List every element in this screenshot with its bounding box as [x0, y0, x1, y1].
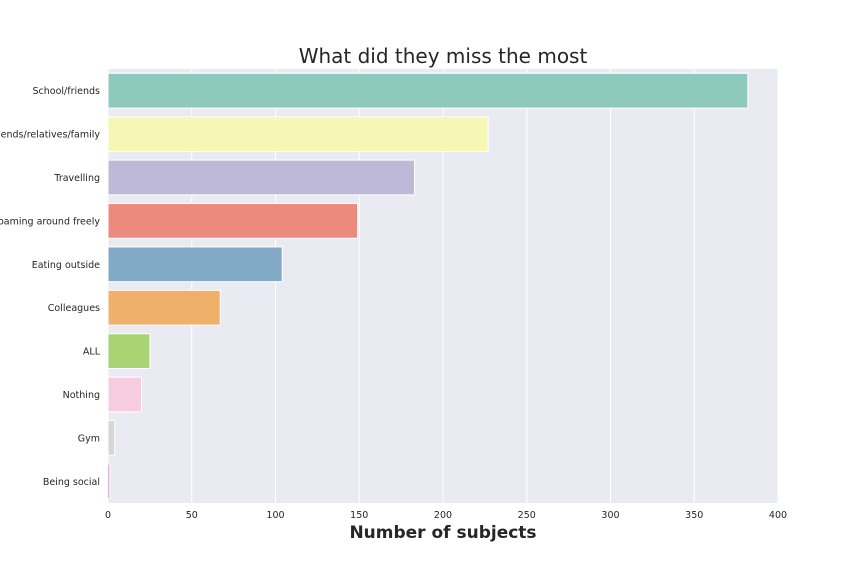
x-tick-label: 400 [769, 510, 787, 521]
x-axis-label: Number of subjects [349, 523, 536, 543]
y-tick-label: Colleagues [48, 303, 100, 314]
x-tick-label: 100 [266, 510, 284, 521]
bar-being-social [107, 463, 111, 500]
bar-school-friends [107, 72, 749, 109]
bar-travelling [107, 159, 416, 196]
x-tick-label: 300 [601, 510, 619, 521]
bar-gym [107, 420, 116, 456]
y-tick-label: Travelling [53, 173, 100, 184]
x-tick-label: 50 [186, 510, 198, 521]
bar-eating-outside [107, 246, 283, 283]
x-tick-label: 150 [350, 510, 368, 521]
y-tick-label: Roaming around freely [0, 216, 100, 227]
bar-nothing [107, 376, 142, 413]
x-tick-label: 350 [685, 510, 703, 521]
bar-all [107, 333, 151, 369]
y-tick-label: Being social [43, 477, 100, 488]
x-tick-label: 250 [518, 510, 536, 521]
bar-friends-relatives-family [107, 116, 489, 152]
y-tick-label: Eating outside [32, 260, 100, 271]
x-tick-label: 200 [434, 510, 452, 521]
bar-roaming-around-freely [107, 203, 359, 239]
x-tick-labels: 0 50 100 150 200 250 300 350 400 [105, 510, 787, 521]
y-tick-label: Gym [78, 433, 100, 444]
chart-title: What did they miss the most [299, 44, 588, 68]
y-tick-label: Nothing [63, 390, 100, 401]
y-tick-label: Friends/relatives/family [0, 130, 100, 141]
y-tick-label: School/friends [33, 86, 101, 97]
bars [107, 72, 749, 500]
bar-colleagues [107, 289, 221, 326]
y-tick-labels: School/friends Friends/relatives/family Tr… [0, 86, 101, 488]
x-tick-label: 0 [105, 510, 111, 521]
y-tick-label: ALL [83, 347, 101, 358]
